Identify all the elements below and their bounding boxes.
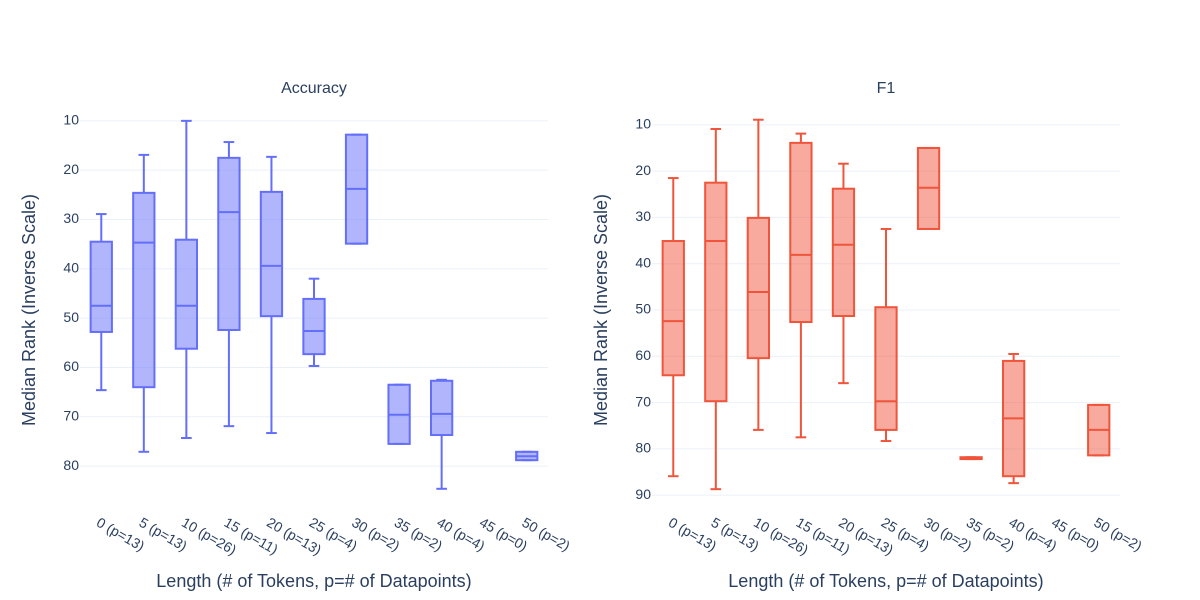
box (704, 181, 728, 403)
box (746, 216, 771, 360)
x-tick-label: 5 (p=13) (136, 514, 190, 554)
y-tick-label: 50 (635, 301, 651, 317)
y-tick-label: 50 (63, 309, 79, 325)
x-axis-label: Length (# of Tokens, p=# of Datapoints) (728, 571, 1043, 591)
x-tick-label: 30 (p=2) (349, 514, 403, 554)
y-tick-label: 90 (635, 486, 651, 502)
y-tick-label: 40 (635, 254, 651, 270)
box (132, 191, 156, 389)
box (174, 238, 199, 350)
y-tick-label: 40 (63, 260, 79, 276)
x-tick-label: 45 (p=0) (477, 514, 531, 554)
x-axis-label: Length (# of Tokens, p=# of Datapoints) (156, 571, 471, 591)
x-tick-label: 50 (p=2) (1091, 514, 1145, 554)
box (89, 240, 113, 333)
y-tick-label: 30 (635, 208, 651, 224)
y-tick-label: 70 (63, 407, 79, 423)
y-tick-label: 10 (63, 112, 79, 128)
x-tick-label: 45 (p=0) (1049, 514, 1103, 554)
x-tick-label: 0 (p=13) (94, 514, 148, 554)
y-axis-label: Median Rank (Inverse Scale) (19, 194, 39, 426)
chart-title: F1 (877, 80, 896, 97)
x-tick-label: 35 (p=2) (964, 514, 1018, 554)
y-tick-label: 70 (635, 393, 651, 409)
y-axis-label: Median Rank (Inverse Scale) (591, 194, 611, 426)
box (831, 187, 856, 318)
y-tick-label: 80 (63, 457, 79, 473)
box (789, 141, 813, 324)
box (430, 379, 454, 437)
y-tick-label: 10 (635, 116, 651, 132)
box (217, 156, 241, 331)
x-tick-label: 50 (p=2) (519, 514, 573, 554)
box (259, 190, 284, 318)
y-tick-label: 20 (635, 162, 651, 178)
y-tick-label: 60 (63, 358, 79, 374)
y-tick-label: 30 (63, 210, 79, 226)
y-tick-label: 80 (635, 440, 651, 456)
x-tick-label: 5 (p=13) (708, 514, 762, 554)
box (302, 297, 326, 356)
y-tick-label: 60 (635, 347, 651, 363)
y-tick-label: 20 (63, 161, 79, 177)
x-tick-label: 0 (p=13) (666, 514, 720, 554)
chart-title: Accuracy (281, 80, 347, 97)
x-tick-label: 40 (p=4) (1006, 514, 1060, 554)
x-tick-label: 40 (p=4) (434, 514, 488, 554)
x-tick-label: 35 (p=2) (392, 514, 446, 554)
x-tick-label: 30 (p=2) (921, 514, 975, 554)
box (661, 240, 685, 377)
box (874, 306, 898, 431)
